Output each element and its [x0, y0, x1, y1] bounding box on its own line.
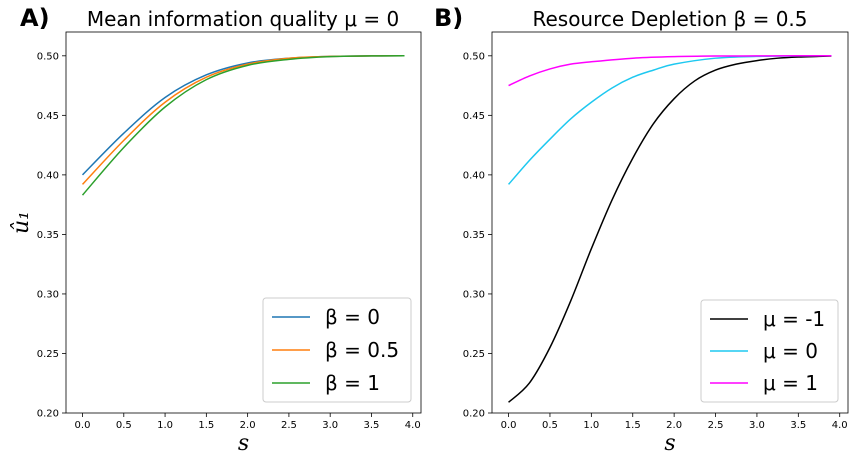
- y-tick-label: 0.45: [37, 111, 59, 122]
- plot-frame: [65, 31, 422, 414]
- series-line-1: [508, 55, 832, 403]
- y-tick-label: 0.20: [463, 409, 485, 420]
- x-axis-label: s: [664, 431, 675, 456]
- x-tick-label: 0.5: [116, 420, 132, 431]
- y-tick-label: 0.40: [37, 170, 59, 181]
- series-line-1: [81, 55, 405, 176]
- x-tick-label: 1.0: [157, 420, 173, 431]
- y-tick-label: 0.50: [463, 51, 485, 62]
- x-tick-label: 3.5: [364, 420, 380, 431]
- legend-entry-label: μ = 1: [763, 371, 818, 395]
- x-tick-label: 1.5: [198, 420, 214, 431]
- legend-box: [700, 299, 839, 403]
- y-axis-label: û₁: [9, 211, 34, 234]
- series-line-3: [81, 55, 405, 196]
- x-tick-label: 0.0: [75, 420, 91, 431]
- series-line-2: [81, 55, 405, 185]
- legend-entry-label: β = 0.5: [325, 338, 399, 362]
- x-axis-label: s: [238, 431, 249, 456]
- y-tick-label: 0.35: [463, 230, 485, 241]
- x-tick-label: 4.0: [832, 420, 848, 431]
- legend: μ = -1 μ = 0 μ = 1: [700, 299, 839, 403]
- legend-entry-label: μ = -1: [763, 307, 825, 331]
- chart-panel-2: B) Resource Depletion β = 0.5 0.0 0.5 1.0 1.5…: [434, 4, 849, 456]
- legend: β = 0 β = 0.5 β = 1: [262, 297, 412, 403]
- series-line-3: [508, 55, 832, 87]
- x-tick-label: 2.0: [240, 420, 256, 431]
- x-tick-label: 3.0: [322, 420, 338, 431]
- plot-frame: [491, 31, 849, 414]
- panel-label: B): [434, 4, 463, 32]
- chart-title: Resource Depletion β = 0.5: [532, 7, 807, 31]
- legend-box: [262, 297, 412, 403]
- x-tick-label: 1.0: [583, 420, 599, 431]
- x-tick-label: 2.5: [281, 420, 297, 431]
- y-tick-label: 0.30: [37, 289, 59, 300]
- x-tick-label: 0.0: [501, 420, 517, 431]
- x-tick-label: 4.0: [405, 420, 421, 431]
- legend-entry-label: β = 1: [325, 371, 380, 395]
- chart-title: Mean information quality μ = 0: [87, 7, 399, 31]
- legend-entry-label: β = 0: [325, 305, 380, 329]
- y-tick-label: 0.20: [37, 409, 59, 420]
- y-tick-label: 0.30: [463, 289, 485, 300]
- y-tick-label: 0.25: [37, 349, 59, 360]
- x-tick-label: 2.5: [708, 420, 724, 431]
- x-tick-label: 3.0: [749, 420, 765, 431]
- panel-label: A): [20, 4, 50, 32]
- x-tick-label: 0.5: [542, 420, 558, 431]
- y-tick-label: 0.40: [463, 170, 485, 181]
- y-tick-label: 0.35: [37, 230, 59, 241]
- x-tick-label: 1.5: [625, 420, 641, 431]
- chart-panel-1: A) Mean information quality μ = 0 0.0 0.5 1.…: [9, 4, 422, 456]
- y-tick-label: 0.25: [463, 349, 485, 360]
- legend-entry-label: μ = 0: [763, 339, 818, 363]
- x-tick-label: 2.0: [666, 420, 682, 431]
- y-tick-label: 0.50: [37, 51, 59, 62]
- series-line-2: [507, 55, 832, 185]
- x-tick-label: 3.5: [790, 420, 806, 431]
- y-tick-label: 0.45: [463, 111, 485, 122]
